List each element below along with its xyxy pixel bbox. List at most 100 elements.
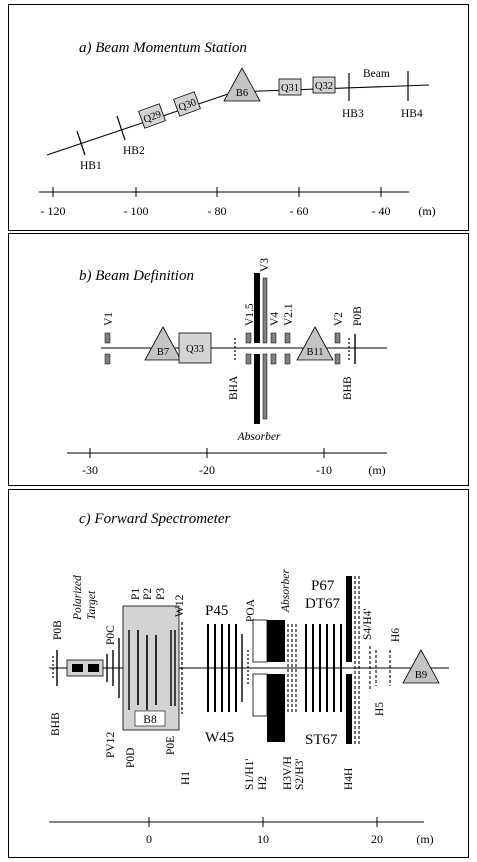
veto-v1: [104, 332, 111, 344]
label-bhb: BHB: [342, 376, 354, 400]
label-b7: B7: [157, 347, 169, 358]
label-st67: ST67: [305, 732, 338, 748]
label-bhb: BHB: [50, 712, 62, 736]
axis-b-tick-label: -30: [82, 463, 98, 477]
dipole-b6: [223, 67, 261, 102]
veto-v1-lower: [104, 353, 111, 365]
absorber-lower-frame: [252, 673, 268, 717]
label-absorber: Absorber: [280, 569, 292, 613]
veto-v1-5: [245, 332, 252, 344]
label-b9: B9: [415, 670, 427, 681]
axis-a-tick-label: - 40: [372, 204, 391, 218]
quadrupole-q33: [178, 332, 212, 364]
label-v2: V2: [333, 312, 345, 326]
label-p3: P3: [155, 588, 167, 600]
label-target: Target: [86, 590, 98, 620]
label-h3v-h: H3V/H: [282, 756, 294, 790]
label-hb4: HB4: [401, 108, 423, 120]
label-h6: H6: [390, 628, 402, 642]
label-s4-h4: S4/H4': [362, 609, 374, 640]
diagram-c: c) Forward Spectrometer P0B BHB Polarize…: [49, 511, 449, 846]
label-h4h: H4H: [343, 768, 355, 790]
label-q33: Q33: [186, 344, 204, 355]
label-q32: Q32: [315, 81, 333, 92]
label-b8: B8: [143, 714, 157, 726]
label-h1: H1: [180, 771, 192, 785]
label-s2-h3: S2/H3': [294, 759, 306, 790]
veto-v3-lower: [262, 353, 268, 420]
label-hb3: HB3: [342, 108, 364, 120]
dipole-b8: [122, 605, 180, 731]
axis-c-tick-label: 20: [371, 832, 383, 846]
label-h2: H2: [257, 776, 269, 790]
axis-b-tick-label: -20: [199, 463, 215, 477]
label-beam: Beam: [363, 68, 390, 80]
label-b11: B11: [306, 347, 323, 358]
label-polarized: Polarized: [72, 575, 84, 621]
label-p1: P1: [130, 588, 142, 600]
diagram-b: b) Beam Definition V1 B7 Q33 BHA V1.5 V3…: [67, 258, 387, 477]
absorber-upper-frame: [252, 619, 268, 663]
axis-a-unit: (m): [418, 204, 435, 218]
veto-v4: [270, 332, 277, 344]
label-w45: W45: [205, 730, 234, 746]
dipole-b7: [144, 326, 182, 361]
label-absorber: Absorber: [237, 431, 281, 443]
label-w12: W12: [174, 594, 186, 617]
label-bha: BHA: [228, 375, 240, 400]
axis-c-tick-label: 10: [257, 832, 269, 846]
veto-v2-1: [284, 332, 291, 344]
axis-a-tick-label: - 100: [124, 204, 149, 218]
label-pv12: PV12: [105, 732, 117, 758]
absorber-lower: [267, 674, 285, 742]
panel-forward-spectrometer: c) Forward Spectrometer P0B BHB Polarize…: [8, 489, 469, 858]
label-p0c: P0C: [105, 625, 117, 645]
label-p0b: P0B: [52, 620, 64, 640]
axis-c-tick-label: 0: [146, 832, 152, 846]
label-h5: H5: [374, 702, 386, 716]
panel-c-title: c) Forward Spectrometer: [79, 511, 231, 527]
diagram-a: a) Beam Momentum Station HB1 HB2 HB3 HB4…: [39, 40, 436, 218]
target-cell-2: [88, 664, 99, 672]
dipole-b9: [402, 649, 440, 684]
label-dt67: DT67: [305, 596, 340, 612]
panel-a-title: a) Beam Momentum Station: [79, 40, 247, 56]
label-p0e: P0E: [165, 736, 177, 755]
hodoscope-h4-lower: [346, 674, 352, 744]
label-p0b: P0B: [352, 306, 364, 326]
target-cell-1: [72, 664, 83, 672]
hodoscope-hb1: [76, 130, 86, 156]
veto-v2: [334, 332, 341, 344]
veto-v2-lower: [334, 353, 341, 365]
label-hb1: HB1: [80, 160, 102, 172]
axis-b-tick-label: -10: [316, 463, 332, 477]
label-v1: V1: [103, 312, 115, 326]
beam-line-diagonal: [46, 91, 235, 156]
panel-beam-definition: b) Beam Definition V1 B7 Q33 BHA V1.5 V3…: [8, 233, 469, 486]
absorber-upper: [254, 273, 260, 343]
quadrupole-q32: [312, 76, 336, 94]
panel-b-title: b) Beam Definition: [79, 268, 194, 284]
axis-a-tick-label: - 80: [208, 204, 227, 218]
hodoscope-h4-upper: [346, 576, 352, 662]
quadrupole-q31: [278, 78, 302, 96]
label-v4: V4: [269, 312, 281, 326]
veto-v4-lower: [270, 353, 277, 365]
label-b6: B6: [236, 88, 248, 99]
label-v3: V3: [259, 258, 271, 272]
veto-v3-upper: [262, 277, 268, 344]
label-v2-1: V2.1: [283, 303, 295, 326]
label-s1-h1: S1/H1': [244, 759, 256, 790]
quadrupole-q30: Q30: [173, 91, 201, 117]
quadrupole-q29: Q29: [138, 103, 166, 129]
axis-a-tick-label: - 120: [41, 204, 66, 218]
absorber-upper: [267, 620, 285, 662]
b8-label-box: [134, 710, 166, 727]
label-hb2: HB2: [123, 145, 145, 157]
axis-b-unit: (m): [368, 463, 385, 477]
label-p45: P45: [205, 603, 228, 619]
label-p67: P67: [311, 578, 335, 594]
axis-c-unit: (m): [416, 832, 433, 846]
label-p2: P2: [142, 588, 154, 600]
absorber-lower: [254, 354, 260, 424]
